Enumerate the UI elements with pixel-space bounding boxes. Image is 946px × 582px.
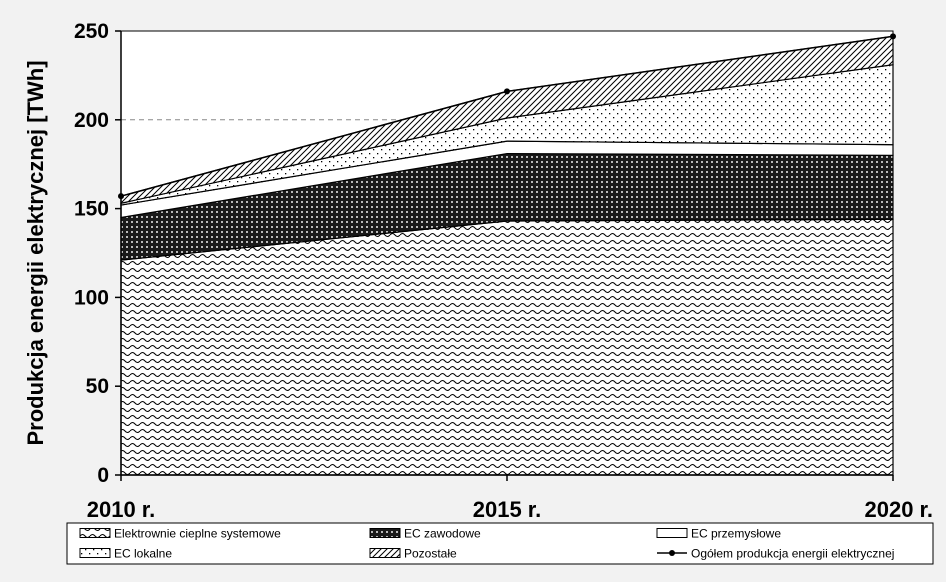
legend-swatch xyxy=(369,548,401,558)
legend-label: Ogółem produkcja energii elektrycznej xyxy=(691,547,894,561)
area-elektrownie-cieplne-systemowe xyxy=(120,218,894,476)
x-tick-label: 2020 r. xyxy=(864,497,933,522)
legend-label: EC zawodowe xyxy=(404,527,481,541)
legend-swatch xyxy=(79,548,111,558)
legend-swatch xyxy=(369,528,401,538)
legend-swatch xyxy=(656,528,688,538)
x-tick-label: 2010 r. xyxy=(87,497,156,522)
x-tick-label: 2015 r. xyxy=(473,497,542,522)
legend-swatch xyxy=(79,528,111,538)
total-point xyxy=(890,33,896,40)
legend-label: EC lokalne xyxy=(114,547,172,561)
legend-label: Pozostałe xyxy=(404,547,457,561)
y-tick-label: 200 xyxy=(74,109,109,132)
y-tick-label: 250 xyxy=(74,20,109,43)
legend-label: Elektrownie cieplne systemowe xyxy=(114,527,281,541)
y-axis-label: Produkcja energii elektrycznej [TWh] xyxy=(23,60,48,445)
total-point xyxy=(504,88,510,95)
y-tick-label: 0 xyxy=(97,464,109,487)
legend-label: EC przemysłowe xyxy=(691,527,781,541)
legend-box xyxy=(66,522,934,565)
y-tick-label: 150 xyxy=(74,198,109,221)
y-tick-label: 100 xyxy=(74,286,109,309)
y-tick-label: 50 xyxy=(86,375,109,398)
legend-marker xyxy=(669,550,675,556)
